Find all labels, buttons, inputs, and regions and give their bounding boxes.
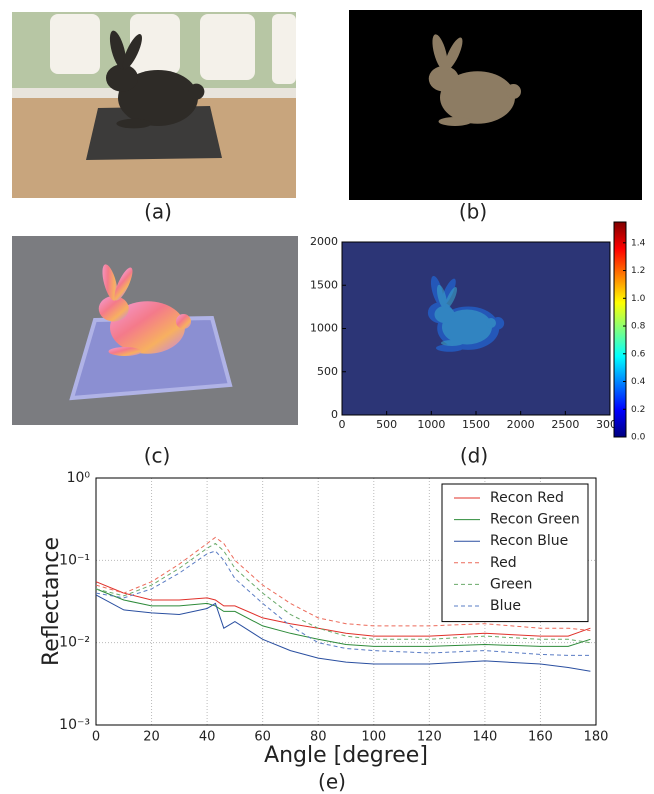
legend-label: Green <box>490 576 532 592</box>
x-tick-label: 20 <box>143 730 160 745</box>
colorbar-tick-label: 0.4 <box>631 377 646 387</box>
panel-caption: (d) <box>460 444 488 468</box>
photo-c <box>12 236 298 425</box>
legend-label: Blue <box>490 598 521 614</box>
page: (a)(b)(c)(d)(e) 050010001500200025003000… <box>0 0 654 794</box>
panel-caption: (a) <box>144 200 172 224</box>
x-tick-label: 2000 <box>507 418 535 431</box>
x-tick-label: 160 <box>528 730 553 745</box>
colorbar-tick-label: 0.2 <box>631 405 645 415</box>
photo-a <box>12 12 296 198</box>
colorbar <box>614 222 626 437</box>
photo-b <box>349 10 642 200</box>
panel-caption: (b) <box>459 200 487 224</box>
colorbar-tick-label: 0.8 <box>631 322 646 332</box>
figure: (a)(b)(c)(d)(e) 050010001500200025003000… <box>0 0 654 794</box>
y-tick-label: 10⁰ <box>67 470 91 486</box>
x-tick-label: 500 <box>376 418 397 431</box>
x-tick-label: 1500 <box>462 418 490 431</box>
colorbar-tick-label: 1.0 <box>631 294 646 304</box>
legend-label: Red <box>490 555 517 571</box>
legend-label: Recon Green <box>490 512 580 528</box>
y-tick-label: 1000 <box>310 322 338 335</box>
x-tick-label: 180 <box>584 730 609 745</box>
legend-label: Recon Red <box>490 490 564 506</box>
y-tick-label: 1500 <box>310 278 338 291</box>
x-tick-label: 140 <box>472 730 497 745</box>
x-tick-label: 40 <box>199 730 216 745</box>
x-tick-label: 0 <box>339 418 346 431</box>
x-tick-label: 0 <box>92 730 100 745</box>
x-tick-label: 2500 <box>551 418 579 431</box>
y-tick-label: 2000 <box>310 235 338 248</box>
x-tick-label: 1000 <box>417 418 445 431</box>
y-axis-label: Reflectance <box>39 537 64 666</box>
y-tick-label: 0 <box>331 408 338 421</box>
panel-caption: (e) <box>318 770 346 794</box>
heatmap-image <box>342 242 610 415</box>
x-axis-label: Angle [degree] <box>264 743 428 768</box>
colorbar-tick-label: 0.6 <box>631 349 646 359</box>
y-tick-label: 500 <box>317 365 338 378</box>
panel-caption: (c) <box>144 444 171 468</box>
y-tick-label: 10⁻³ <box>59 717 90 733</box>
legend-label: Recon Blue <box>490 533 568 549</box>
colorbar-tick-label: 1.2 <box>631 266 645 276</box>
colorbar-tick-label: 1.4 <box>631 238 646 248</box>
colorbar-tick-label: 0.0 <box>631 433 646 443</box>
